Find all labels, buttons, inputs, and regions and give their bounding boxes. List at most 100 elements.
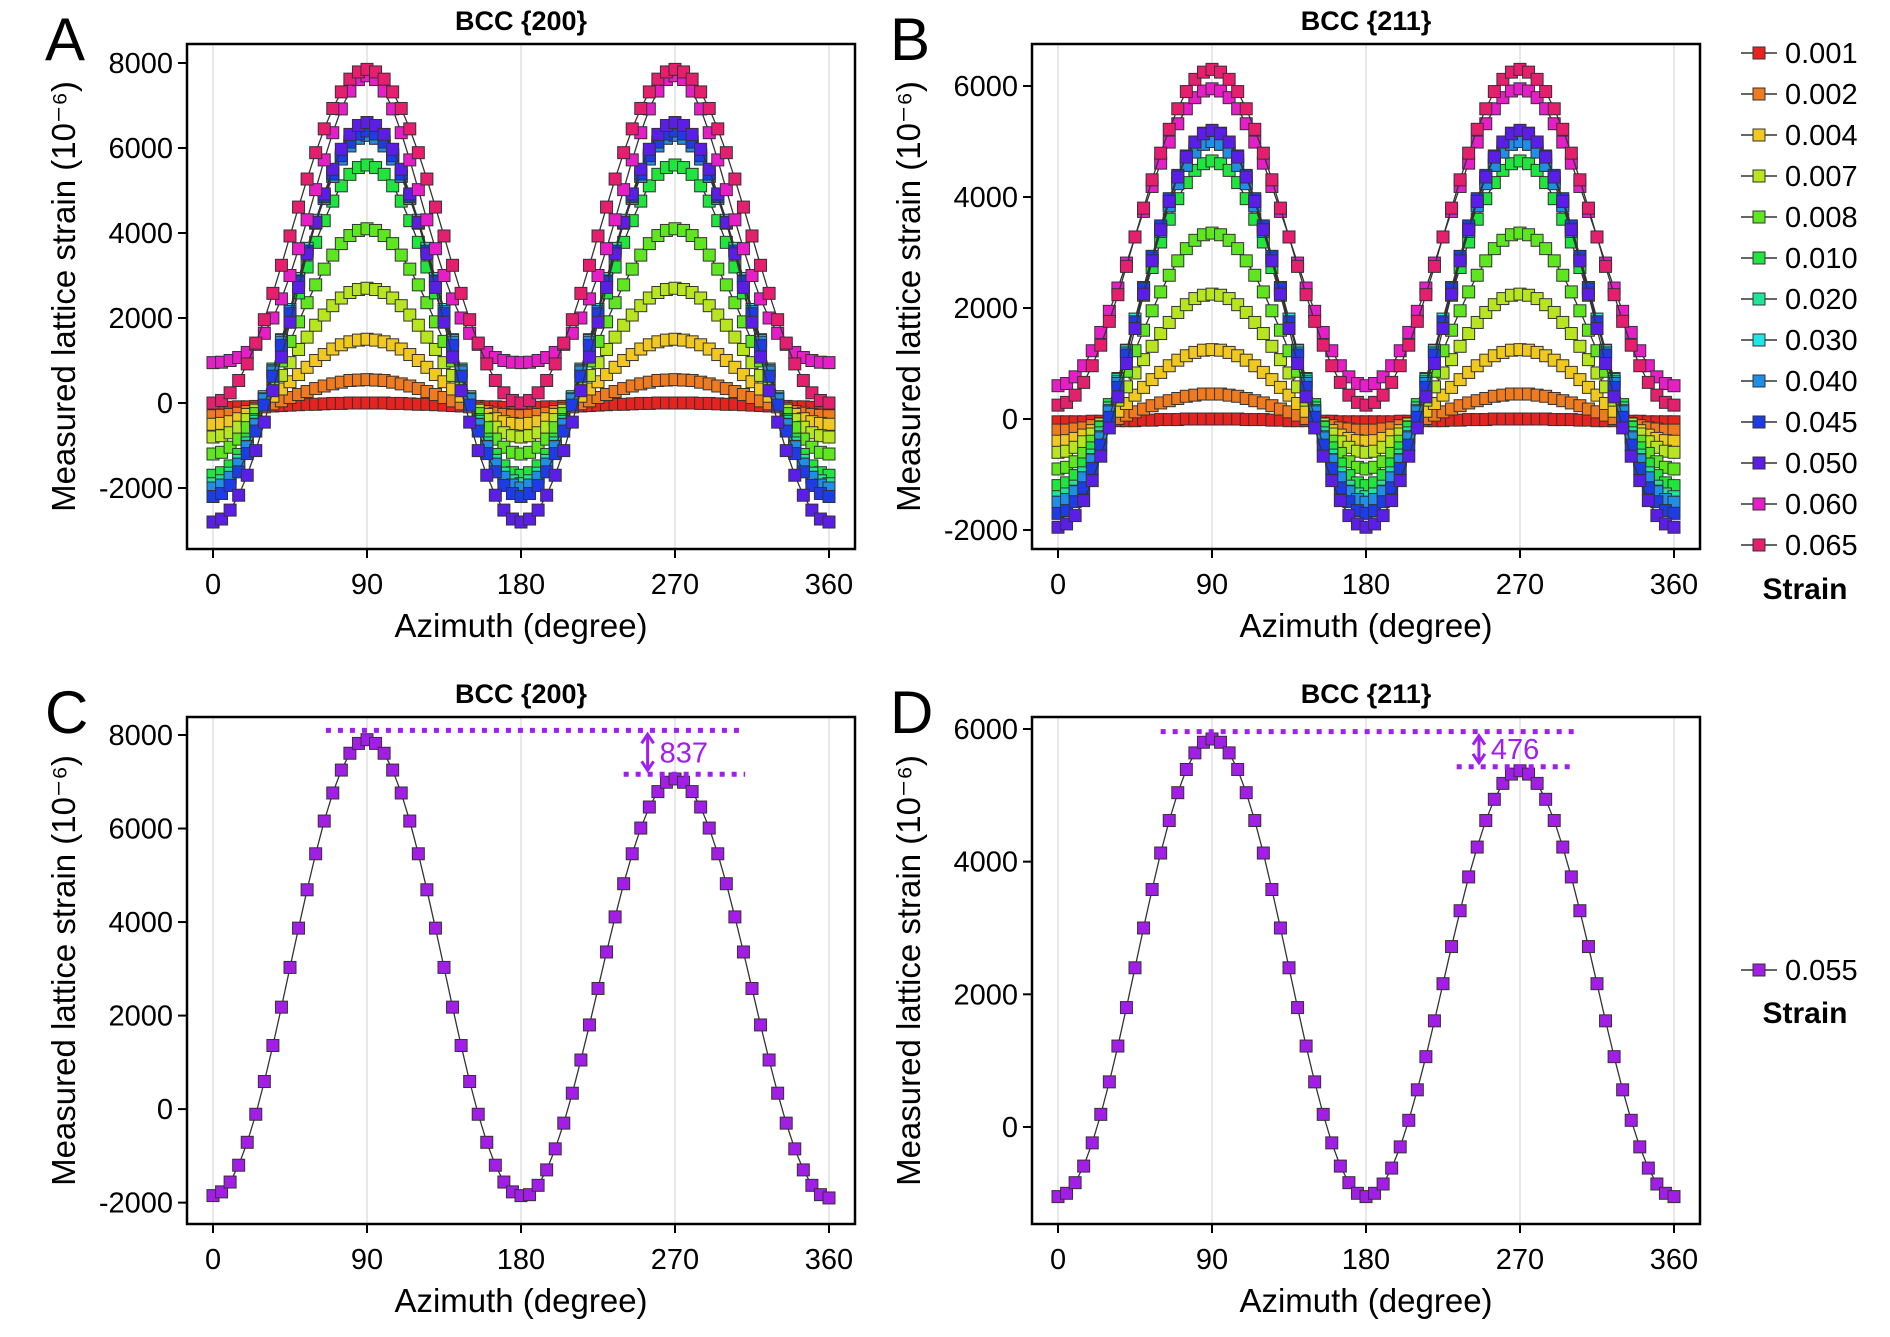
data-point [223, 478, 237, 492]
data-point [1453, 254, 1467, 268]
data-point [1547, 254, 1561, 268]
arrow-head-down [640, 760, 655, 773]
y-tick-label: -2000 [99, 473, 173, 505]
data-point [1171, 102, 1185, 116]
data-point [1256, 327, 1270, 341]
data-point [437, 315, 451, 329]
data-point [1599, 259, 1613, 273]
data-point [796, 1163, 810, 1177]
data-point [762, 286, 776, 300]
data-point [531, 478, 545, 492]
data-point [1410, 1083, 1424, 1097]
data-point [454, 286, 468, 300]
data-point [471, 336, 485, 350]
y-tick-label: 4000 [953, 847, 1018, 879]
legend: 0.001 0.002 0.004 0.007 0.008 0.010 0.020 0.030… [1741, 38, 1858, 606]
data-point [762, 1053, 776, 1067]
data-point [1599, 1014, 1613, 1028]
legend-label: 0.065 [1785, 530, 1858, 562]
data-point [420, 172, 434, 186]
data-point [1145, 339, 1159, 353]
data-point [454, 384, 468, 398]
data-point [788, 1142, 802, 1156]
data-point [1410, 314, 1424, 328]
panel-letter: C [45, 679, 88, 746]
data-point [1299, 1039, 1313, 1053]
data-point [1154, 285, 1168, 299]
data-point [1094, 338, 1108, 352]
data-point [582, 350, 596, 364]
legend-label: 0.010 [1785, 243, 1858, 275]
data-point [1291, 357, 1305, 371]
data-point [565, 326, 579, 340]
data-point [1188, 746, 1202, 760]
data-point [377, 746, 391, 760]
data-point [1445, 940, 1459, 954]
data-point [463, 1075, 477, 1089]
data-point [1616, 1083, 1630, 1097]
data-point [437, 269, 451, 283]
data-point [377, 127, 391, 141]
data-point [1667, 506, 1681, 520]
data-point [1273, 921, 1287, 935]
x-axis-label: Azimuth (degree) [1239, 607, 1492, 644]
data-point [1102, 1075, 1116, 1089]
legend-marker [1752, 538, 1766, 552]
data-point [394, 248, 408, 262]
data-point [1590, 230, 1604, 244]
data-point [754, 1018, 768, 1032]
data-point [822, 417, 836, 431]
data-point [1453, 304, 1467, 318]
data-point [257, 398, 271, 412]
data-point [1530, 72, 1544, 86]
data-point [437, 229, 451, 243]
x-axis-label: Azimuth (degree) [394, 1282, 647, 1319]
data-point [1547, 305, 1561, 319]
data-point [257, 326, 271, 340]
data-point [1179, 85, 1193, 99]
y-tick-label: 6000 [108, 814, 173, 846]
data-point [1539, 242, 1553, 256]
data-point [1479, 102, 1493, 116]
data-point [719, 318, 733, 332]
data-point [232, 1158, 246, 1172]
data-point [1539, 150, 1553, 164]
data-point [779, 1116, 793, 1130]
data-point [1581, 201, 1595, 215]
data-point [309, 146, 323, 160]
x-tick-label: 270 [1496, 569, 1544, 601]
legend-marker [1752, 963, 1766, 977]
data-point [480, 468, 494, 482]
data-point [1111, 1039, 1125, 1053]
data-point [411, 847, 425, 861]
data-point [386, 763, 400, 777]
data-point [591, 315, 605, 329]
data-point [249, 444, 263, 458]
y-tick-label: 2000 [953, 979, 1018, 1011]
panel-a: 0 90 180 270 360 -2000 0 2000 4000 6000 8000 BCC {2… [45, 6, 857, 644]
series-0.055 [1051, 732, 1681, 1204]
data-point [377, 167, 391, 181]
series-0.060 [206, 69, 836, 370]
data-point [300, 296, 314, 310]
data-point [420, 330, 434, 344]
data-point [1641, 494, 1655, 508]
data-point [1128, 961, 1142, 975]
legend-item: 0.020 [1741, 284, 1858, 316]
data-point [257, 1075, 271, 1089]
data-point [1547, 170, 1561, 184]
data-point [1624, 1113, 1638, 1127]
data-point [1436, 230, 1450, 244]
data-point [1607, 390, 1621, 404]
data-point [1256, 146, 1270, 160]
data-point [702, 248, 716, 262]
data-point [1282, 230, 1296, 244]
panel-title: BCC {200} [455, 679, 588, 709]
data-point [745, 229, 759, 243]
data-point [557, 1116, 571, 1130]
data-point [1573, 339, 1587, 353]
data-point [420, 883, 434, 897]
legend: 0.055 Strain [1741, 955, 1858, 1030]
data-point [292, 280, 306, 294]
data-point [1222, 746, 1236, 760]
